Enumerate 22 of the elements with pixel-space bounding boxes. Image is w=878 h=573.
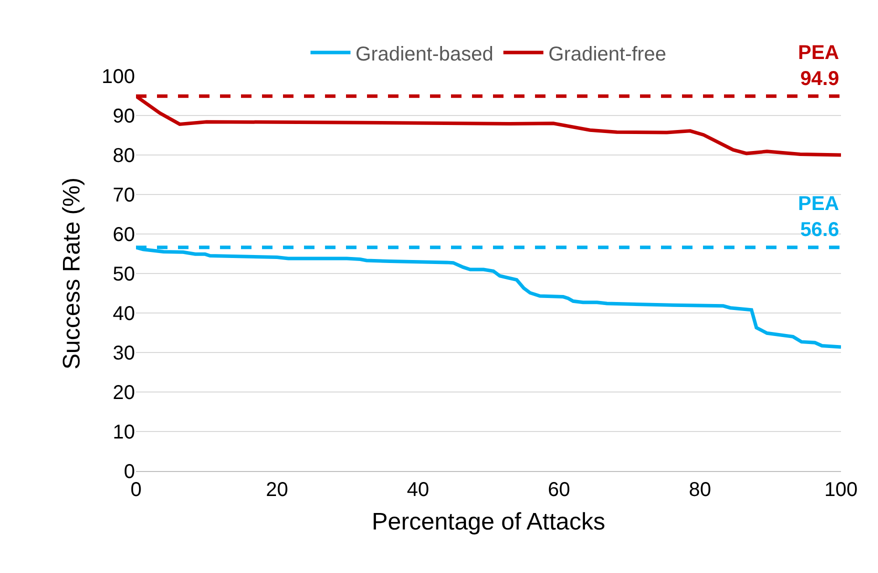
x-tick-label: 40 xyxy=(406,479,430,501)
y-tick-label: 20 xyxy=(112,382,135,404)
y-tick-label: 0 xyxy=(124,461,135,483)
x-axis-title: Percentage of Attacks xyxy=(372,508,606,536)
x-tick-label: 20 xyxy=(266,479,288,501)
y-tick-label: 40 xyxy=(112,303,135,325)
y-tick-label: 100 xyxy=(102,66,135,88)
legend-label: Gradient-free xyxy=(548,43,666,66)
y-tick-label: 30 xyxy=(112,342,135,364)
y-tick-label: 90 xyxy=(112,106,135,128)
y-tick-label: 80 xyxy=(112,145,135,167)
x-tick-label: 60 xyxy=(548,479,570,501)
y-axis-title: Success Rate (%) xyxy=(58,177,86,370)
ref-line-label: PEA 94.9 xyxy=(798,42,840,90)
y-tick-label: 10 xyxy=(112,422,135,444)
y-tick-label: 70 xyxy=(112,184,135,206)
legend-label: Gradient-based xyxy=(356,43,494,66)
x-tick-label: 80 xyxy=(688,479,712,501)
y-tick-label: 60 xyxy=(112,224,135,246)
y-tick-label: 50 xyxy=(112,264,135,286)
ref-line-label: PEA 56.6 xyxy=(798,193,840,241)
x-tick-label: 100 xyxy=(824,479,858,501)
